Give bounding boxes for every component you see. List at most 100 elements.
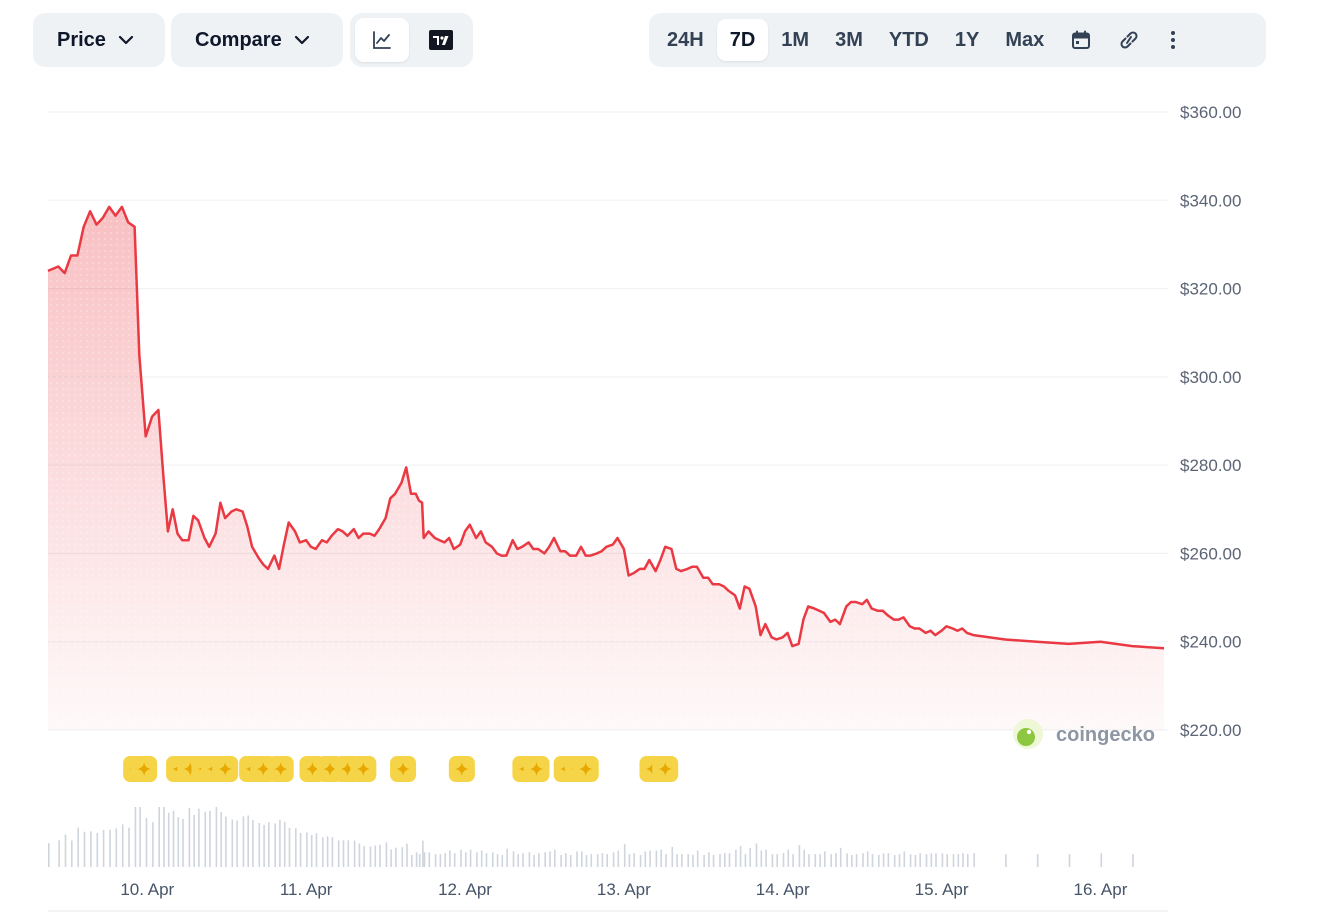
tradingview-icon: [429, 30, 454, 50]
range-24h-button[interactable]: 24H: [667, 28, 704, 51]
volume-bar: [1100, 853, 1103, 867]
volume-bar: [422, 840, 424, 867]
volume-bar: [485, 853, 488, 867]
volume-bar: [712, 855, 715, 867]
range-1m-button[interactable]: 1M: [781, 28, 810, 51]
volume-bar: [1005, 854, 1007, 867]
compare-dropdown[interactable]: Compare: [171, 13, 343, 67]
price-chart[interactable]: $360.00 $340.00 $320.00 $300.00 $280.00 $260.…: [0, 80, 1318, 912]
volume-bar: [331, 837, 334, 867]
volume-bar: [139, 807, 141, 867]
volume-bar: [96, 832, 99, 867]
volume-bar: [449, 850, 451, 867]
volume-bar: [1068, 854, 1071, 867]
x-tick-label: 11. Apr: [280, 880, 333, 899]
volume-bar: [925, 854, 928, 867]
volume-bar: [749, 847, 751, 867]
volume-bar: [152, 822, 154, 867]
volume-bar: [220, 812, 222, 867]
volume-bar: [444, 853, 446, 867]
y-tick-label: $280.00: [1180, 456, 1241, 475]
y-tick-label: $220.00: [1180, 721, 1241, 740]
volume-bar: [363, 846, 365, 867]
volume-bar: [115, 828, 118, 867]
coingecko-watermark: coingecko: [1013, 719, 1155, 749]
event-marker[interactable]: [572, 756, 599, 782]
volume-bar: [687, 854, 689, 867]
volume-bar: [554, 849, 556, 867]
volume-bar: [225, 816, 227, 867]
volume-bar: [957, 854, 960, 867]
y-tick-label: $260.00: [1180, 544, 1241, 563]
range-max-button[interactable]: Max: [1005, 28, 1045, 51]
volume-bar: [64, 834, 67, 867]
volume-bar: [268, 822, 270, 867]
volume-bar: [71, 840, 73, 867]
volume-bar: [198, 808, 200, 867]
volume-bar: [676, 854, 678, 867]
event-marker[interactable]: [267, 756, 294, 782]
volume-bar: [724, 853, 726, 867]
volume-bar: [428, 852, 431, 867]
share-link-button[interactable]: [1105, 19, 1153, 61]
volume-bar: [77, 827, 79, 867]
coingecko-logo-head: [1017, 728, 1035, 746]
event-marker[interactable]: [652, 756, 679, 782]
event-marker[interactable]: [448, 756, 475, 782]
volume-bar: [102, 829, 105, 867]
volume-bar: [145, 818, 148, 867]
chart-type-toggle: [350, 13, 473, 67]
volume-bar: [252, 820, 254, 867]
volume-bar: [204, 811, 207, 867]
line-chart-button[interactable]: [355, 18, 409, 62]
star-icon: [137, 762, 152, 776]
range-ytd-button[interactable]: YTD: [888, 28, 929, 51]
volume-bar: [236, 820, 238, 867]
event-marker[interactable]: [390, 756, 417, 782]
volume-bar: [739, 846, 742, 867]
volume-bar: [851, 855, 853, 867]
date-picker-button[interactable]: [1057, 19, 1105, 61]
volume-bar: [703, 855, 705, 867]
price-dropdown[interactable]: Price: [33, 13, 165, 67]
star-icon: [322, 762, 337, 776]
volume-bar: [882, 853, 885, 867]
volume-bar: [188, 807, 191, 867]
event-marker[interactable]: [212, 756, 239, 782]
price-area-texture: [48, 206, 1164, 730]
range-3m-button[interactable]: 3M: [835, 28, 863, 51]
volume-bar: [288, 828, 291, 867]
volume-bar: [765, 849, 767, 867]
volume-bar: [90, 831, 92, 867]
volume-bar: [326, 836, 329, 867]
volume-bar: [533, 855, 535, 867]
more-options-button[interactable]: [1153, 19, 1193, 61]
volume-bar: [633, 853, 635, 867]
star-icon: [578, 762, 593, 776]
volume-bar: [1132, 854, 1134, 867]
volume-bar: [919, 853, 921, 867]
volume-bar: [866, 851, 869, 867]
range-1y-button[interactable]: 1Y: [954, 28, 980, 51]
volume-bar: [878, 855, 880, 867]
volume-bar: [418, 854, 421, 867]
volume-bar: [782, 853, 785, 867]
event-markers: [123, 756, 679, 782]
event-marker[interactable]: [350, 756, 377, 782]
event-marker[interactable]: [131, 756, 158, 782]
range-7d-button[interactable]: 7D: [716, 19, 769, 61]
event-marker[interactable]: [523, 756, 550, 782]
volume-bar: [538, 853, 540, 867]
star-icon: [396, 762, 411, 776]
volume-bar: [871, 854, 874, 867]
volume-bar: [787, 849, 790, 867]
volume-bar: [930, 853, 933, 867]
volume-bar: [342, 840, 345, 867]
volume-bar: [209, 810, 211, 867]
tradingview-button[interactable]: [415, 18, 469, 62]
volume-bars: [48, 807, 1134, 867]
volume-bar: [755, 843, 758, 867]
price-line: [47, 205, 1165, 650]
volume-bar: [476, 852, 478, 867]
volume-bar: [560, 855, 562, 867]
